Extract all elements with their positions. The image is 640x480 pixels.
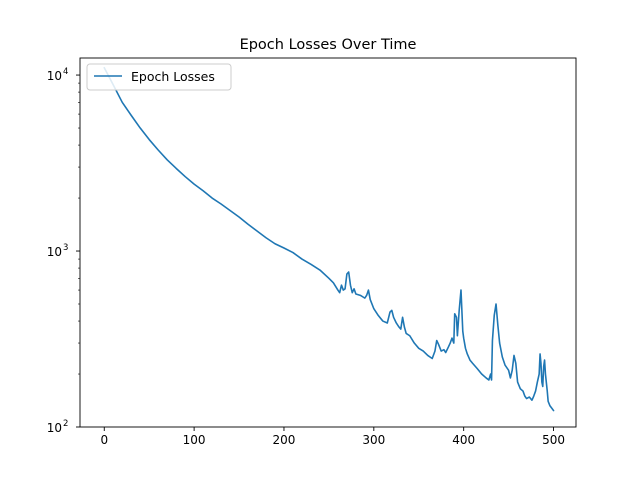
- y-tick-exponent: 3: [63, 243, 68, 253]
- y-tick-label: 10: [47, 421, 62, 435]
- y-tick-label: 10: [47, 69, 62, 83]
- x-tick-label: 200: [273, 433, 296, 447]
- y-tick-exponent: 2: [63, 419, 68, 429]
- x-tick-label: 0: [100, 433, 108, 447]
- x-tick-label: 300: [362, 433, 385, 447]
- plot-frame: [79, 57, 577, 428]
- legend-box: [86, 63, 232, 91]
- series-line-epoch-losses: [103, 66, 555, 412]
- x-axis-ticks: 0 100 200 300 400 500: [100, 427, 565, 447]
- x-tick-label: 400: [452, 433, 475, 447]
- legend-label-epoch-losses: Epoch Losses: [131, 69, 215, 84]
- y-tick-exponent: 4: [63, 67, 68, 77]
- y-tick-base: 10: [47, 69, 62, 83]
- chart-title: Epoch Losses Over Time: [240, 37, 417, 53]
- y-tick-base: 10: [47, 245, 62, 259]
- x-tick-label: 500: [542, 433, 565, 447]
- x-tick-label: 100: [183, 433, 206, 447]
- y-tick-label: 10: [47, 245, 62, 259]
- legend: Epoch Losses: [86, 63, 232, 91]
- y-tick-base: 10: [47, 421, 62, 435]
